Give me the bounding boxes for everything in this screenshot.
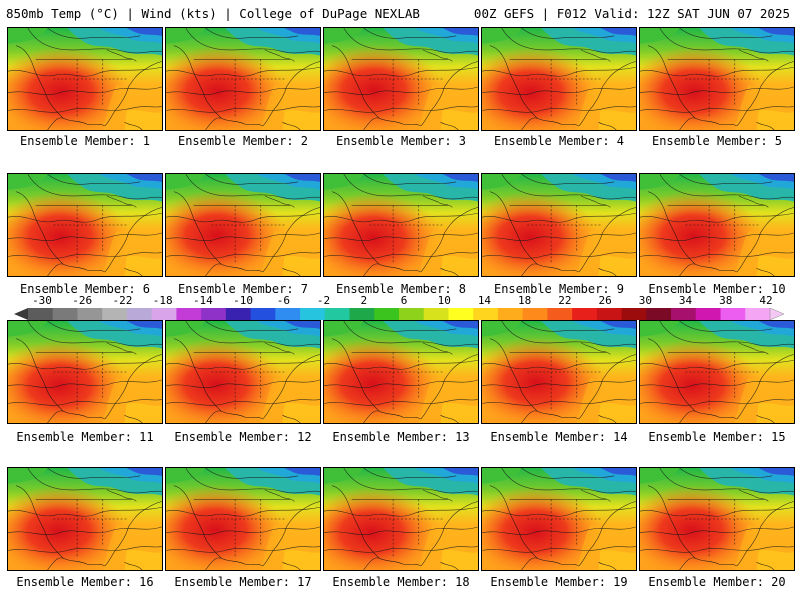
ensemble-member-caption: Ensemble Member: 12 — [174, 430, 312, 444]
ensemble-map-panel — [639, 173, 795, 277]
scale-swatch — [151, 308, 177, 320]
scale-tick-label: -2 — [316, 294, 331, 307]
scale-tick-label: -30 — [32, 294, 52, 307]
scale-swatch — [250, 308, 276, 320]
ensemble-member-caption: Ensemble Member: 4 — [493, 134, 625, 148]
scale-swatch — [349, 308, 375, 320]
scale-swatch — [77, 308, 103, 320]
scale-tick-label: 2 — [360, 294, 368, 307]
ensemble-member-caption: Ensemble Member: 13 — [332, 430, 470, 444]
ensemble-member-caption: Ensemble Member: 10 — [648, 282, 786, 296]
ensemble-member-caption: Ensemble Member: 9 — [493, 282, 625, 296]
scale-tick-label: 34 — [678, 294, 693, 307]
ensemble-map-panel — [481, 320, 637, 424]
scale-swatch — [399, 308, 425, 320]
ensemble-map-panel — [323, 320, 479, 424]
scale-tick-label: 42 — [759, 294, 773, 307]
scale-swatch — [28, 308, 54, 320]
scale-swatch — [646, 308, 672, 320]
scale-swatch — [720, 308, 746, 320]
scale-swatch — [324, 308, 351, 320]
scale-tick-label: 26 — [598, 294, 612, 307]
chart-title: 850mb Temp (°C) | Wind (kts) | College o… — [6, 6, 420, 21]
ensemble-map-panel — [323, 467, 479, 571]
ensemble-member-caption: Ensemble Member: 6 — [19, 282, 151, 296]
ensemble-member-caption: Ensemble Member: 18 — [332, 575, 470, 589]
scale-tick-label: 22 — [558, 294, 572, 307]
ensemble-map-panel — [639, 27, 795, 131]
ensemble-member-caption: Ensemble Member: 7 — [177, 282, 309, 296]
ensemble-member-caption: Ensemble Member: 11 — [16, 430, 154, 444]
scale-tick-label: 14 — [477, 294, 492, 307]
ensemble-map-panel — [165, 173, 321, 277]
scale-arrow-right — [769, 308, 784, 320]
scale-tick-label: -22 — [112, 294, 133, 307]
ensemble-map-panel — [7, 173, 163, 277]
ensemble-member-caption: Ensemble Member: 17 — [174, 575, 312, 589]
scale-swatch — [695, 308, 722, 320]
ensemble-map-panel — [323, 173, 479, 277]
ensemble-map-panel — [481, 27, 637, 131]
scale-swatch — [473, 308, 499, 320]
scale-swatch — [423, 308, 449, 320]
ensemble-member-caption: Ensemble Member: 2 — [177, 134, 309, 148]
scale-swatch — [374, 308, 400, 320]
scale-swatch — [448, 308, 474, 320]
scale-tick-label: -26 — [72, 294, 93, 307]
ensemble-map-panel — [165, 320, 321, 424]
ensemble-map-panel — [7, 320, 163, 424]
color-scale-labels: -30 -26 -22 -18 -14 -10 -6 -2 2 6 10 14 18 22 26 30 34 38… — [0, 294, 800, 308]
ensemble-map-panel — [639, 320, 795, 424]
ensemble-member-caption: Ensemble Member: 5 — [651, 134, 783, 148]
ensemble-map-panel — [481, 173, 637, 277]
ensemble-map-panel — [165, 467, 321, 571]
ensemble-member-caption: Ensemble Member: 16 — [16, 575, 154, 589]
ensemble-map-panel — [639, 467, 795, 571]
ensemble-member-caption: Ensemble Member: 8 — [335, 282, 467, 296]
scale-swatch — [102, 308, 128, 320]
scale-tick-label: -6 — [276, 294, 290, 307]
ensemble-member-caption: Ensemble Member: 3 — [335, 134, 467, 148]
scale-swatch — [300, 308, 326, 320]
scale-tick-label: 18 — [518, 294, 532, 307]
ensemble-map-panel — [7, 467, 163, 571]
scale-swatch — [671, 308, 697, 320]
scale-tick-label: 6 — [400, 294, 408, 307]
model-run-info: 00Z GEFS | F012 Valid: 12Z SAT JUN 07 20… — [473, 6, 790, 21]
scale-swatch — [126, 308, 153, 320]
scale-swatch — [621, 308, 647, 320]
scale-swatch — [176, 308, 202, 320]
scale-arrow-left — [14, 308, 28, 320]
ensemble-map-panel — [7, 27, 163, 131]
scale-swatch — [52, 308, 78, 320]
scale-swatch — [201, 308, 227, 320]
ensemble-member-caption: Ensemble Member: 1 — [19, 134, 151, 148]
scale-tick-label: -18 — [152, 294, 173, 307]
ensemble-member-caption: Ensemble Member: 20 — [648, 575, 786, 589]
scale-swatch — [275, 308, 301, 320]
scale-tick-label: 10 — [437, 294, 451, 307]
scale-swatch — [596, 308, 623, 320]
ensemble-member-caption: Ensemble Member: 15 — [648, 430, 786, 444]
ensemble-member-caption: Ensemble Member: 14 — [490, 430, 628, 444]
temperature-color-scale — [14, 308, 784, 320]
scale-swatch — [547, 308, 573, 320]
ensemble-map-panel — [481, 467, 637, 571]
scale-tick-label: 30 — [638, 294, 652, 307]
ensemble-map-panel — [165, 27, 321, 131]
scale-swatch — [572, 308, 598, 320]
ensemble-map-panel — [323, 27, 479, 131]
scale-swatch — [745, 308, 771, 320]
scale-tick-label: 38 — [719, 294, 733, 307]
scale-swatch — [522, 308, 548, 320]
scale-tick-label: -10 — [233, 294, 254, 307]
scale-swatch — [497, 308, 524, 320]
scale-tick-label: -14 — [192, 294, 213, 307]
ensemble-member-caption: Ensemble Member: 19 — [490, 575, 628, 589]
scale-swatch — [225, 308, 252, 320]
